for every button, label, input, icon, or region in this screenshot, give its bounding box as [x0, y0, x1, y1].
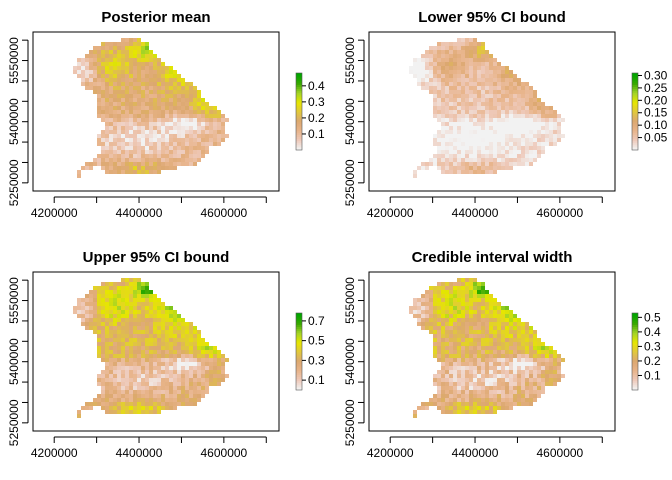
y-tick-label: 5250000	[7, 159, 21, 206]
y-tick-label: 5550000	[343, 277, 357, 324]
raster-layer	[73, 278, 229, 418]
x-tick-label: 4400000	[116, 206, 163, 220]
legend-colorbar: 0.050.100.150.200.250.30	[631, 68, 668, 151]
panel-title: Upper 95% CI bound	[83, 249, 230, 266]
legend-tick-label: 0.15	[644, 106, 668, 120]
legend-tick-label: 0.2	[644, 354, 661, 368]
legend-tick-label: 0.2	[308, 111, 325, 125]
panel-title: Credible interval width	[412, 249, 573, 266]
legend-tick-label: 0.4	[644, 325, 661, 339]
legend-tick-label: 0.1	[308, 373, 325, 387]
legend-colorbar: 0.1 0.3 0.5 0.7	[295, 312, 325, 391]
raster-layer	[409, 38, 565, 178]
plot-frame	[368, 31, 616, 192]
legend-tick-label: 0.4	[308, 79, 325, 93]
legend-tick-label: 0.5	[644, 310, 661, 324]
panel-ci-width: Credible interval width 4200000 4400000 460…	[343, 249, 661, 460]
panel-upper-ci: Upper 95% CI bound 4200000 4400000 4600000 5…	[7, 249, 325, 460]
legend-tick-label: 0.5	[308, 334, 325, 348]
panel-posterior-mean: Posterior mean 4200000 4400000 4600000 52500…	[7, 9, 325, 220]
x-tick-label: 4200000	[31, 206, 78, 220]
y-tick-label: 5250000	[343, 159, 357, 206]
panel-title: Posterior mean	[101, 9, 210, 26]
panel-lower-ci: Lower 95% CI bound 4200000 4400000 4600000 5…	[343, 9, 668, 220]
plot-frame	[368, 271, 616, 432]
raster-layer	[73, 38, 229, 178]
x-tick-label: 4200000	[31, 446, 78, 460]
x-tick-label: 4600000	[537, 206, 584, 220]
x-tick-label: 4600000	[201, 206, 248, 220]
x-tick-label: 4400000	[452, 446, 499, 460]
x-tick-label: 4200000	[367, 446, 414, 460]
y-tick-label: 5550000	[7, 277, 21, 324]
y-tick-label: 5250000	[343, 399, 357, 446]
legend-colorbar: 0.1 0.2 0.3 0.4	[295, 72, 325, 151]
y-tick-label: 5400000	[7, 338, 21, 385]
y-tick-label: 5400000	[343, 338, 357, 385]
legend-tick-label: 0.20	[644, 93, 668, 107]
x-tick-label: 4600000	[537, 446, 584, 460]
legend-tick-label: 0.1	[644, 368, 661, 382]
legend-tick-label: 0.3	[644, 339, 661, 353]
x-tick-label: 4400000	[452, 206, 499, 220]
legend-tick-label: 0.05	[644, 131, 668, 145]
y-tick-label: 5550000	[343, 37, 357, 84]
y-tick-label: 5400000	[343, 98, 357, 145]
legend-tick-label: 0.1	[308, 127, 325, 141]
plot-frame	[32, 31, 280, 192]
panel-title: Lower 95% CI bound	[418, 9, 566, 26]
legend-tick-label: 0.7	[308, 314, 325, 328]
y-tick-label: 5250000	[7, 399, 21, 446]
x-tick-label: 4400000	[116, 446, 163, 460]
legend-tick-label: 0.10	[644, 118, 668, 132]
legend-tick-label: 0.3	[308, 353, 325, 367]
raster-layer	[409, 278, 565, 418]
legend-tick-label: 0.3	[308, 95, 325, 109]
legend-tick-label: 0.30	[644, 68, 668, 82]
x-tick-label: 4600000	[201, 446, 248, 460]
y-tick-label: 5400000	[7, 98, 21, 145]
plot-frame	[32, 271, 280, 432]
legend-tick-label: 0.25	[644, 81, 668, 95]
x-tick-label: 4200000	[367, 206, 414, 220]
y-tick-label: 5550000	[7, 37, 21, 84]
legend-colorbar: 0.10.20.30.40.5	[631, 310, 661, 391]
